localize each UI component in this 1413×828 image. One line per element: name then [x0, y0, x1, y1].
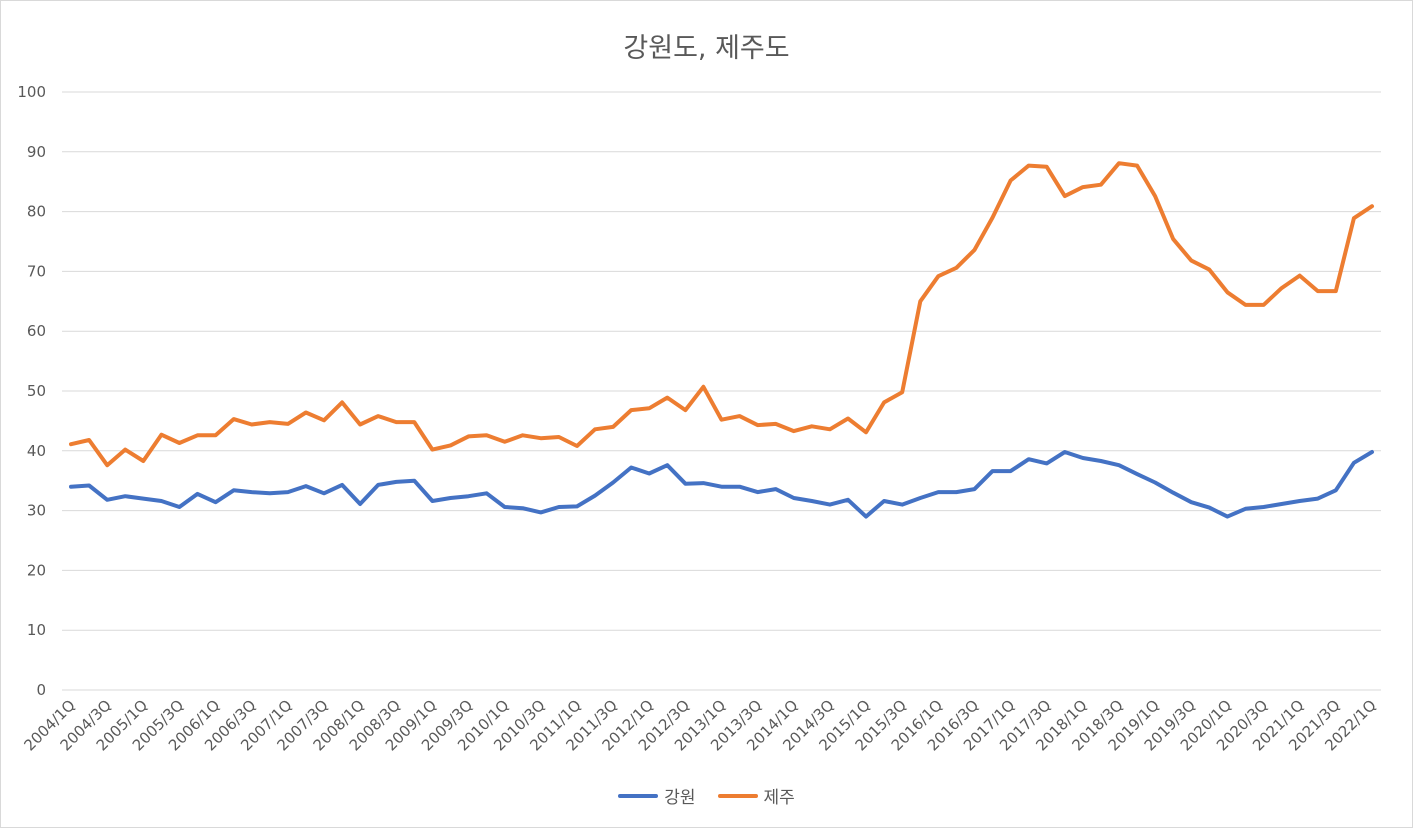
y-tick-label: 70: [27, 262, 46, 280]
y-tick-label: 80: [27, 203, 46, 221]
y-tick-label: 60: [27, 322, 46, 340]
y-tick-label: 90: [27, 143, 46, 161]
series-line-1: [69, 161, 1374, 468]
y-tick-label: 30: [27, 502, 46, 520]
legend-swatch: [717, 793, 758, 798]
y-tick-label: 50: [27, 382, 46, 400]
chart-title: 강원도, 제주도: [623, 33, 790, 64]
y-tick-label: 10: [27, 621, 46, 639]
legend-swatch: [618, 793, 659, 798]
series-layer: [69, 161, 1374, 519]
x-axis-ticks: 2004/1Q2004/3Q2005/1Q2005/3Q2006/1Q2006/…: [20, 696, 1379, 754]
legend-label: 강원: [664, 788, 696, 808]
legend: 강원 제주: [0, 783, 1413, 808]
y-tick-label: 0: [36, 681, 46, 699]
gridlines: [62, 91, 1381, 691]
y-tick-label: 20: [27, 561, 46, 579]
series-line-0: [69, 450, 1374, 519]
y-tick-label: 100: [17, 83, 46, 101]
legend-item: 제주: [717, 783, 795, 808]
legend-item: 강원: [618, 783, 696, 808]
y-tick-label: 40: [27, 442, 46, 460]
y-axis-ticks: 0 10 20 30 40 50 60 70 80 90 100: [17, 83, 46, 699]
legend-label: 제주: [763, 788, 795, 808]
